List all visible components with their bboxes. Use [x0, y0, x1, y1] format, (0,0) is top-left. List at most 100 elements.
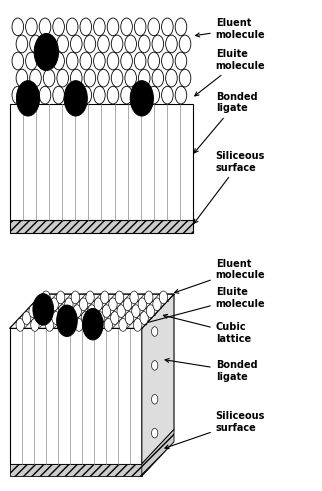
Circle shape — [162, 52, 173, 70]
Circle shape — [100, 291, 109, 304]
Circle shape — [104, 319, 112, 331]
Circle shape — [56, 291, 65, 304]
Circle shape — [12, 52, 24, 70]
Circle shape — [33, 294, 53, 325]
Circle shape — [26, 18, 37, 36]
Circle shape — [66, 18, 78, 36]
Circle shape — [111, 35, 123, 53]
Circle shape — [66, 52, 78, 70]
Circle shape — [43, 35, 55, 53]
Circle shape — [94, 86, 105, 104]
Circle shape — [67, 312, 75, 325]
Circle shape — [30, 35, 41, 53]
Circle shape — [179, 69, 191, 87]
Circle shape — [45, 319, 54, 331]
Circle shape — [152, 35, 164, 53]
Circle shape — [60, 319, 69, 331]
Bar — [10, 220, 193, 233]
Circle shape — [57, 69, 69, 87]
Circle shape — [145, 291, 153, 304]
Circle shape — [90, 319, 98, 331]
Circle shape — [110, 312, 119, 325]
Text: Siliceous
surface: Siliceous surface — [194, 151, 265, 223]
Circle shape — [39, 86, 51, 104]
Polygon shape — [142, 430, 174, 476]
Circle shape — [175, 52, 187, 70]
Circle shape — [134, 52, 146, 70]
Circle shape — [152, 327, 158, 336]
Circle shape — [96, 312, 104, 325]
Circle shape — [121, 18, 132, 36]
Circle shape — [98, 35, 109, 53]
Circle shape — [125, 312, 134, 325]
Circle shape — [175, 18, 187, 36]
Circle shape — [80, 52, 91, 70]
Circle shape — [148, 18, 160, 36]
Circle shape — [94, 52, 105, 70]
Circle shape — [115, 291, 124, 304]
Circle shape — [43, 305, 52, 318]
Circle shape — [65, 298, 73, 311]
Circle shape — [134, 18, 146, 36]
Circle shape — [39, 52, 51, 70]
Circle shape — [132, 305, 140, 318]
Circle shape — [71, 69, 82, 87]
Circle shape — [94, 18, 105, 36]
Circle shape — [152, 360, 158, 370]
Circle shape — [121, 52, 132, 70]
Text: Siliceous
surface: Siliceous surface — [165, 411, 265, 449]
Text: Cubic
lattice: Cubic lattice — [164, 314, 251, 344]
Circle shape — [81, 312, 90, 325]
Circle shape — [29, 305, 37, 318]
Circle shape — [57, 35, 69, 53]
Circle shape — [12, 18, 24, 36]
Circle shape — [34, 33, 59, 71]
Circle shape — [53, 52, 64, 70]
Circle shape — [107, 86, 119, 104]
Circle shape — [175, 86, 187, 104]
Circle shape — [138, 35, 150, 53]
Circle shape — [123, 298, 132, 311]
Polygon shape — [142, 294, 174, 464]
Circle shape — [58, 305, 67, 318]
Circle shape — [86, 291, 94, 304]
Circle shape — [53, 18, 64, 36]
Bar — [10, 104, 193, 220]
Circle shape — [159, 291, 168, 304]
Circle shape — [31, 319, 39, 331]
Circle shape — [84, 35, 96, 53]
Circle shape — [125, 69, 137, 87]
Circle shape — [52, 312, 60, 325]
Text: Eluent
molecule: Eluent molecule — [195, 18, 265, 40]
Circle shape — [57, 305, 77, 336]
Circle shape — [140, 312, 148, 325]
Circle shape — [130, 291, 138, 304]
Circle shape — [88, 305, 96, 318]
Circle shape — [119, 319, 127, 331]
Circle shape — [138, 69, 150, 87]
Circle shape — [16, 81, 40, 116]
Circle shape — [117, 305, 125, 318]
Text: Eluent
molecule: Eluent molecule — [175, 259, 265, 293]
Circle shape — [23, 312, 31, 325]
Circle shape — [138, 298, 147, 311]
Circle shape — [148, 86, 160, 104]
Circle shape — [80, 298, 88, 311]
Text: Bonded
ligate: Bonded ligate — [194, 92, 257, 153]
Circle shape — [71, 35, 82, 53]
Circle shape — [109, 298, 117, 311]
Circle shape — [84, 69, 96, 87]
Circle shape — [35, 298, 44, 311]
Circle shape — [134, 319, 142, 331]
Text: Bonded
ligate: Bonded ligate — [165, 358, 257, 382]
Circle shape — [73, 305, 81, 318]
Text: Eluite
molecule: Eluite molecule — [142, 287, 265, 325]
Circle shape — [64, 81, 87, 116]
Circle shape — [37, 312, 45, 325]
Circle shape — [26, 86, 37, 104]
Circle shape — [94, 298, 102, 311]
Circle shape — [50, 298, 58, 311]
Circle shape — [107, 52, 119, 70]
Circle shape — [12, 86, 24, 104]
Circle shape — [107, 18, 119, 36]
